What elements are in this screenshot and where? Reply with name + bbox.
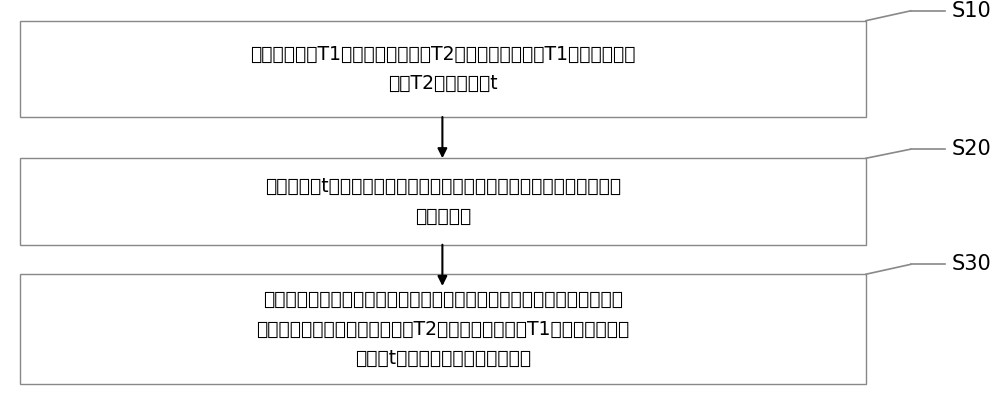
Text: 温度T2的温度差值t: 温度T2的温度差值t (388, 74, 498, 93)
Text: 的开度增加: 的开度增加 (415, 207, 471, 226)
Text: 若温度差值t大于预设第一温度，根据预设控制方式控制外机电子膨胀阀: 若温度差值t大于预设第一温度，根据预设控制方式控制外机电子膨胀阀 (265, 177, 621, 196)
Text: 获取环境温度T1及冷媒散热管温度T2，并计算环境温度T1与冷媒散热管: 获取环境温度T1及冷媒散热管温度T2，并计算环境温度T1与冷媒散热管 (250, 44, 636, 64)
Text: S10: S10 (952, 1, 992, 21)
Bar (20, 21, 866, 117)
Bar (20, 274, 866, 384)
Text: S30: S30 (952, 254, 992, 274)
Text: 外机电子膨胀阀开度增加，减小对冷媒的截留后使冷媒流量增加，并流经: 外机电子膨胀阀开度增加，减小对冷媒的截留后使冷媒流量增加，并流经 (263, 290, 623, 309)
Bar (20, 158, 866, 245)
Text: S20: S20 (952, 139, 992, 159)
Text: 度差值t减小，防止电控板产生凝露: 度差值t减小，防止电控板产生凝露 (355, 349, 531, 368)
Text: 冷媒散热管后使冷媒散热管温度T2升高，在环境温度T1不变的情况下温: 冷媒散热管后使冷媒散热管温度T2升高，在环境温度T1不变的情况下温 (256, 320, 630, 339)
